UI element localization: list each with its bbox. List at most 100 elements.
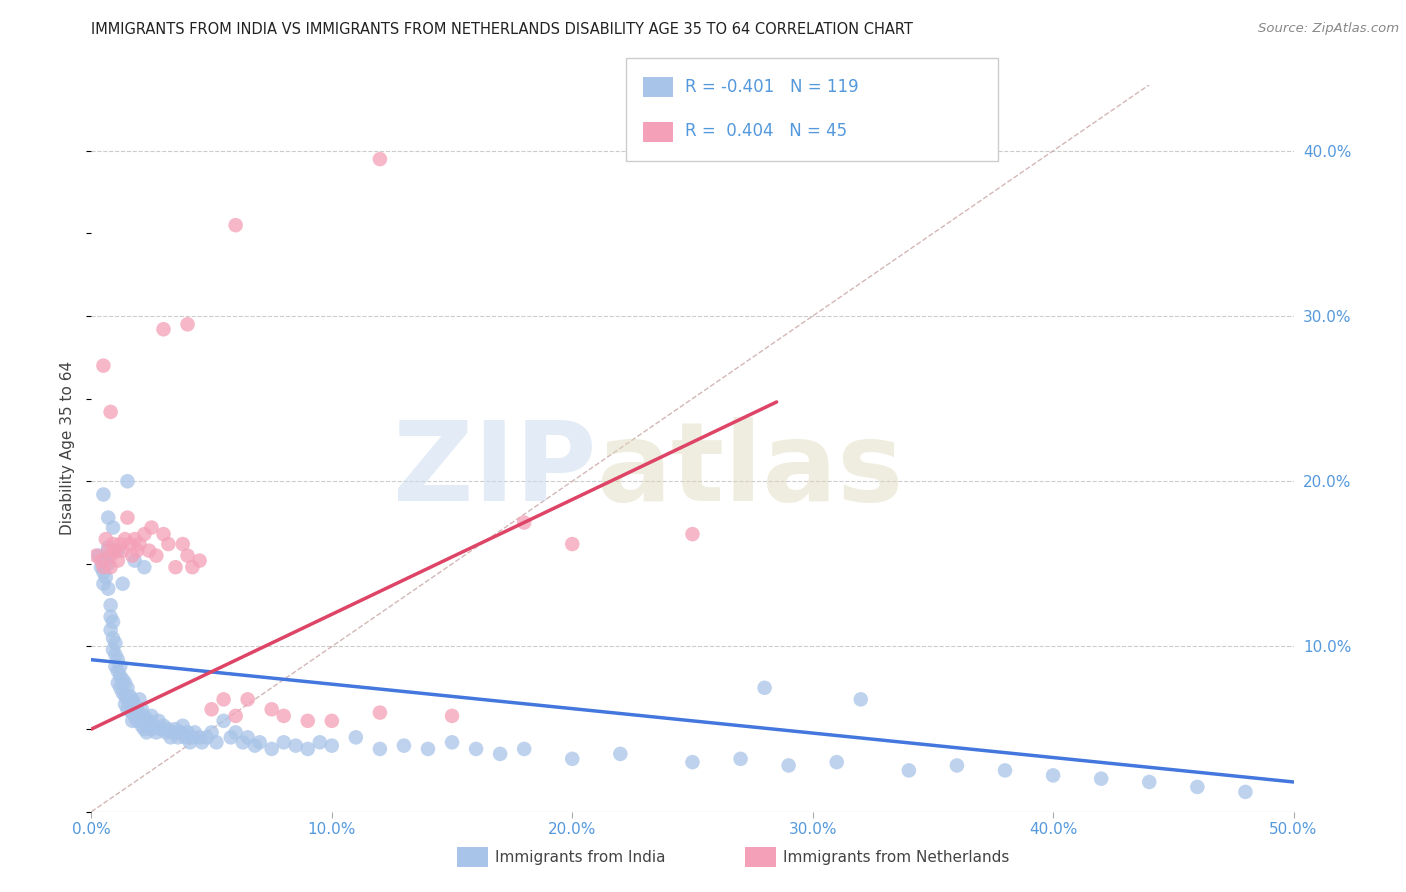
Point — [107, 665, 129, 679]
Point — [201, 702, 224, 716]
Point — [201, 725, 224, 739]
Text: Source: ZipAtlas.com: Source: ZipAtlas.com — [1258, 22, 1399, 36]
Point — [111, 686, 134, 700]
Point — [134, 709, 156, 723]
Point — [100, 560, 122, 574]
Point — [849, 692, 872, 706]
Point — [94, 570, 117, 584]
Point — [212, 692, 235, 706]
Point — [249, 735, 271, 749]
Point — [243, 739, 266, 753]
Point — [152, 719, 174, 733]
Text: ZIP: ZIP — [392, 417, 596, 524]
Point — [188, 553, 211, 567]
Point — [609, 747, 631, 761]
Point — [93, 565, 115, 579]
Point — [128, 692, 150, 706]
Point — [104, 659, 127, 673]
Point — [131, 719, 153, 733]
Point — [392, 739, 415, 753]
Text: atlas: atlas — [596, 417, 904, 524]
Point — [195, 731, 218, 745]
Point — [97, 582, 120, 596]
Point — [100, 405, 122, 419]
Point — [754, 681, 776, 695]
Point — [165, 722, 187, 736]
Point — [97, 557, 120, 571]
Point — [260, 702, 283, 716]
Point — [121, 692, 143, 706]
Point — [110, 659, 132, 673]
Point — [117, 702, 139, 716]
Point — [104, 543, 127, 558]
Point — [308, 735, 330, 749]
Point — [101, 642, 124, 657]
Point — [104, 648, 127, 662]
Point — [94, 532, 117, 546]
Point — [107, 676, 129, 690]
Point — [142, 719, 165, 733]
Point — [100, 623, 122, 637]
Point — [90, 560, 112, 574]
Point — [125, 543, 148, 558]
Text: IMMIGRANTS FROM INDIA VS IMMIGRANTS FROM NETHERLANDS DISABILITY AGE 35 TO 64 COR: IMMIGRANTS FROM INDIA VS IMMIGRANTS FROM… — [91, 22, 914, 37]
Point — [368, 152, 391, 166]
Point — [1137, 775, 1160, 789]
Point — [117, 475, 139, 489]
Point — [321, 739, 343, 753]
Point — [1042, 768, 1064, 782]
Text: Immigrants from Netherlands: Immigrants from Netherlands — [783, 850, 1010, 864]
Point — [219, 731, 242, 745]
Point — [110, 669, 132, 683]
Point — [121, 549, 143, 563]
Y-axis label: Disability Age 35 to 64: Disability Age 35 to 64 — [60, 361, 76, 535]
Point — [101, 537, 124, 551]
Point — [135, 725, 157, 739]
Point — [93, 560, 115, 574]
Point — [157, 537, 180, 551]
Point — [1090, 772, 1112, 786]
Point — [994, 764, 1017, 778]
Point — [100, 598, 122, 612]
Point — [225, 725, 247, 739]
Point — [94, 553, 117, 567]
Text: Immigrants from India: Immigrants from India — [495, 850, 665, 864]
Point — [101, 632, 124, 646]
Point — [118, 698, 141, 712]
Point — [1234, 785, 1257, 799]
Point — [946, 758, 969, 772]
Point — [561, 752, 583, 766]
Point — [176, 549, 198, 563]
Point — [141, 709, 163, 723]
Point — [897, 764, 920, 778]
Point — [107, 653, 129, 667]
Point — [778, 758, 800, 772]
Point — [205, 735, 228, 749]
Point — [114, 698, 136, 712]
Point — [93, 359, 115, 373]
Point — [181, 560, 204, 574]
Point — [124, 553, 146, 567]
Point — [152, 322, 174, 336]
Point — [114, 532, 136, 546]
Point — [148, 714, 170, 728]
Point — [97, 541, 120, 555]
Point — [440, 735, 463, 749]
Point — [134, 527, 156, 541]
Point — [212, 714, 235, 728]
Point — [104, 636, 127, 650]
Point — [225, 709, 247, 723]
Point — [297, 714, 319, 728]
Point — [141, 722, 163, 736]
Point — [111, 543, 134, 558]
Point — [162, 725, 184, 739]
Point — [157, 722, 180, 736]
Point — [368, 742, 391, 756]
Point — [110, 681, 132, 695]
Point — [145, 549, 167, 563]
Point — [111, 673, 134, 687]
Point — [150, 722, 173, 736]
Point — [93, 576, 115, 591]
Point — [236, 692, 259, 706]
Point — [114, 676, 136, 690]
